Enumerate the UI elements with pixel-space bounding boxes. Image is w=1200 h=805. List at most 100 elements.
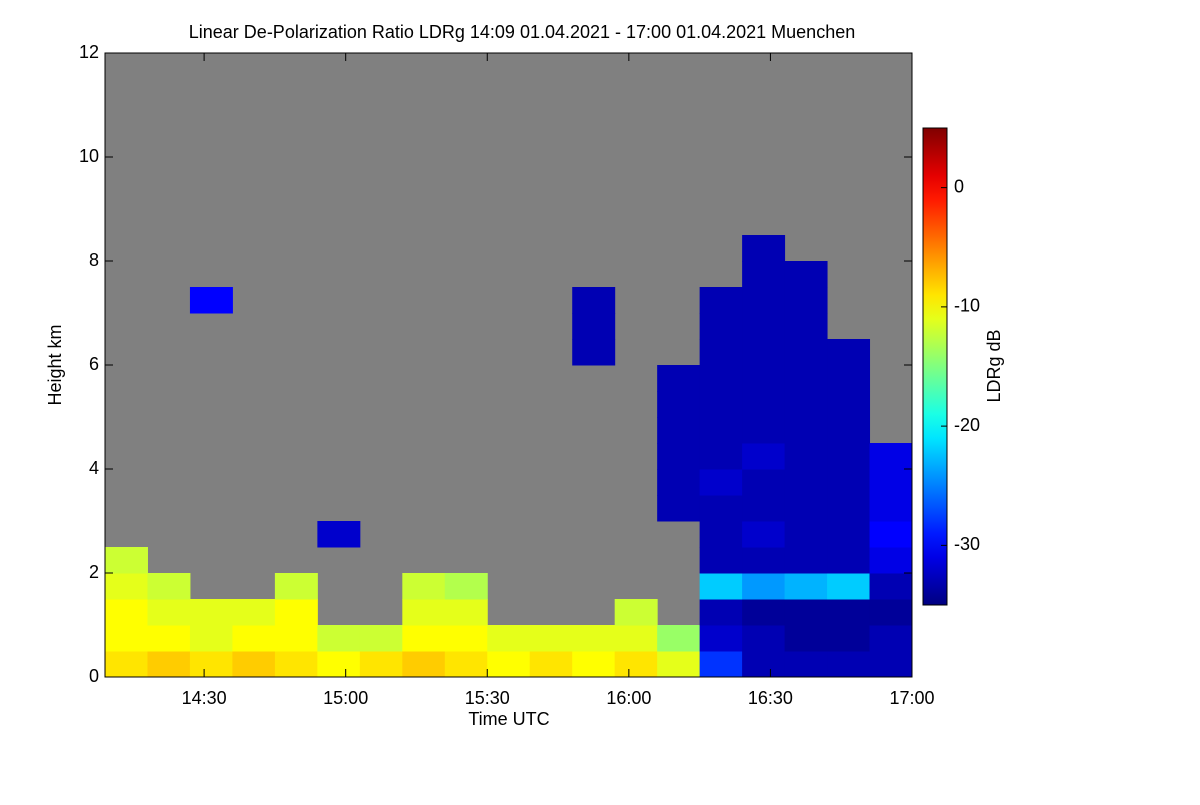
- heatmap-cell: [572, 625, 616, 652]
- heatmap-cell: [869, 547, 913, 574]
- colorbar-tick-label: -30: [954, 534, 980, 554]
- heatmap-cell: [487, 625, 531, 652]
- colorbar-tick-label: -10: [954, 296, 980, 316]
- heatmap-cell: [105, 547, 148, 574]
- colorbar-tick-label: -20: [954, 415, 980, 435]
- heatmap-cell: [657, 625, 701, 652]
- heatmap-cell: [572, 339, 616, 366]
- heatmap-cell: [869, 495, 913, 522]
- heatmap-cell: [869, 625, 913, 652]
- heatmap-cell: [784, 287, 828, 314]
- heatmap-cell: [742, 495, 786, 522]
- heatmap-cell: [105, 651, 148, 678]
- y-tick-label: 10: [79, 146, 99, 166]
- heatmap-cell: [869, 521, 913, 548]
- heatmap-cell: [742, 417, 786, 444]
- x-axis-label: Time UTC: [468, 709, 549, 729]
- heatmap-cell: [317, 651, 361, 678]
- heatmap-cell: [699, 365, 743, 392]
- heatmap-cell: [742, 599, 786, 626]
- heatmap-cell: [487, 651, 531, 678]
- heatmap-cell: [784, 547, 828, 574]
- heatmap-cell: [657, 365, 701, 392]
- heatmap-cell: [402, 573, 446, 600]
- heatmap-cell: [784, 521, 828, 548]
- heatmap-cell: [869, 651, 913, 678]
- heatmap-cell: [869, 469, 913, 496]
- heatmap-cell: [147, 599, 191, 626]
- heatmap-cell: [827, 339, 871, 366]
- heatmap-cell: [699, 651, 743, 678]
- heatmap-cell: [105, 625, 148, 652]
- heatmap-cell: [784, 573, 828, 600]
- heatmap-cell: [742, 469, 786, 496]
- heatmap-cell: [572, 313, 616, 340]
- heatmap-cell: [657, 391, 701, 418]
- heatmap-cell: [147, 625, 191, 652]
- heatmap-cell: [105, 573, 148, 600]
- heatmap-cell: [572, 651, 616, 678]
- heatmap-cell: [742, 391, 786, 418]
- heatmap-cell: [317, 521, 361, 548]
- heatmap-cell: [827, 599, 871, 626]
- heatmap-cell: [699, 599, 743, 626]
- heatmap-cell: [317, 625, 361, 652]
- heatmap-cell: [402, 651, 446, 678]
- heatmap-cell: [444, 573, 488, 600]
- heatmap-cell: [784, 365, 828, 392]
- heatmap-cell: [827, 443, 871, 470]
- heatmap-cell: [784, 313, 828, 340]
- heatmap-cell: [827, 417, 871, 444]
- heatmap-cell: [444, 599, 488, 626]
- heatmap-cell: [402, 625, 446, 652]
- heatmap-cell: [147, 573, 191, 600]
- heatmap-cell: [784, 261, 828, 288]
- y-tick-label: 2: [89, 562, 99, 582]
- heatmap-cell: [827, 651, 871, 678]
- colorbar: [922, 127, 948, 606]
- heatmap-cell: [147, 651, 191, 678]
- heatmap-cell: [402, 599, 446, 626]
- heatmap-cell: [742, 443, 786, 470]
- heatmap-cell: [699, 573, 743, 600]
- colorbar-tick-label: 0: [954, 176, 964, 196]
- heatmap-cell: [232, 651, 276, 678]
- heatmap-cell: [742, 547, 786, 574]
- heatmap-cell: [742, 313, 786, 340]
- heatmap-cell: [699, 469, 743, 496]
- y-tick-label: 6: [89, 354, 99, 374]
- heatmap-cell: [699, 313, 743, 340]
- heatmap-cell: [529, 625, 573, 652]
- heatmap-cell: [784, 469, 828, 496]
- heatmap-cell: [699, 443, 743, 470]
- heatmap-cell: [869, 443, 913, 470]
- heatmap-cell: [827, 391, 871, 418]
- x-tick-label: 16:30: [748, 688, 793, 708]
- heatmap-cell: [614, 625, 658, 652]
- x-tick-label: 16:00: [606, 688, 651, 708]
- heatmap-cell: [529, 651, 573, 678]
- heatmap-cell: [784, 443, 828, 470]
- heatmap-cell: [827, 495, 871, 522]
- heatmap-cell: [657, 495, 701, 522]
- heatmap-cell: [274, 625, 318, 652]
- heatmap-cell: [657, 469, 701, 496]
- heatmap-cell: [742, 651, 786, 678]
- y-tick-label: 0: [89, 666, 99, 686]
- heatmap-cell: [657, 443, 701, 470]
- x-tick-label: 15:00: [323, 688, 368, 708]
- heatmap-cell: [232, 625, 276, 652]
- heatmap-cell: [699, 547, 743, 574]
- heatmap-cell: [742, 521, 786, 548]
- heatmap-cell: [274, 651, 318, 678]
- heatmap-cell: [699, 287, 743, 314]
- heatmap-cell: [699, 391, 743, 418]
- x-tick-label: 15:30: [465, 688, 510, 708]
- heatmap-cell: [699, 417, 743, 444]
- heatmap-cell: [742, 339, 786, 366]
- heatmap-cell: [189, 651, 233, 678]
- heatmap-cell: [784, 625, 828, 652]
- y-axis-label: Height km: [45, 324, 65, 405]
